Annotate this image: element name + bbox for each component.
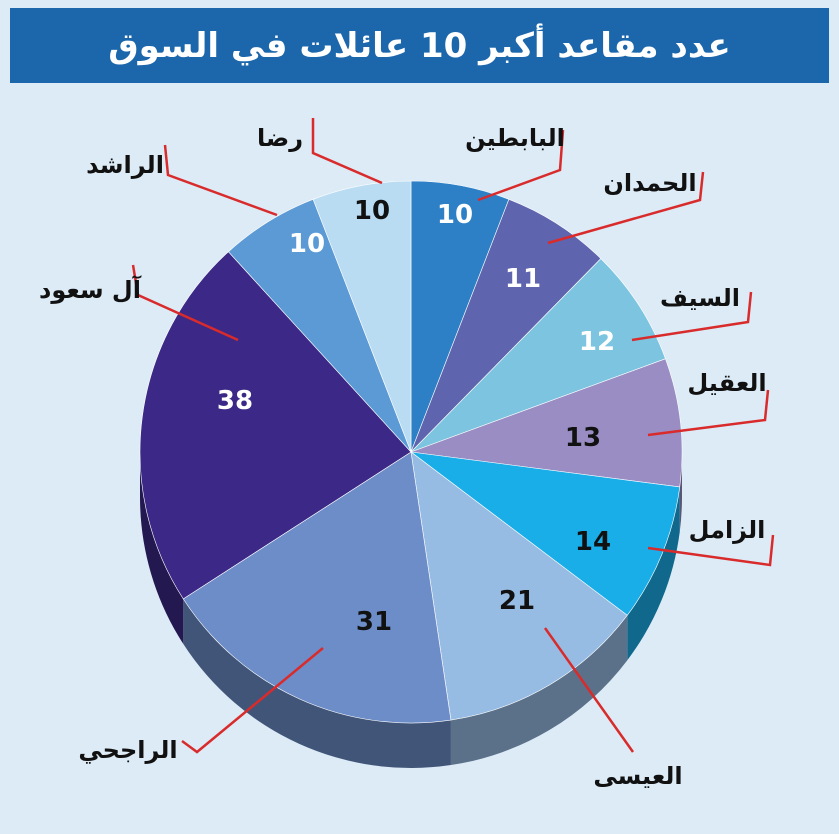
pie-category-label-3: السيف: [660, 284, 740, 312]
pie-value-label-1: 10: [437, 200, 473, 230]
pie-depth-8: [140, 452, 184, 644]
pie-category-label-7: الراجحي: [78, 736, 177, 764]
chart-title: عدد مقاعد أكبر 10 عائلات في السوق: [108, 25, 731, 66]
pie-category-label-10: رضا: [257, 124, 303, 152]
leader-line-5: [647, 534, 775, 567]
title-bar: عدد مقاعد أكبر 10 عائلات في السوق: [10, 8, 829, 83]
pie-category-label-1: البابطين: [465, 124, 565, 152]
pie-slice-2: [410, 198, 602, 453]
pie-value-label-9: 10: [289, 229, 325, 259]
pie-slices: [139, 180, 683, 724]
pie-leader-lines: [131, 118, 775, 754]
pie-slice-4: [410, 358, 683, 488]
pie-value-label-4: 13: [565, 423, 601, 453]
leader-line-10: [311, 118, 383, 185]
pie-slice-6: [410, 451, 628, 721]
pie-value-label-6: 21: [499, 586, 535, 616]
pie-category-label-2: الحمدان: [603, 169, 696, 197]
pie-value-label-10: 10: [354, 196, 390, 226]
pie-slice-7: [182, 451, 452, 724]
pie-value-label-5: 14: [575, 527, 611, 557]
pie-value-labels: 10 11 12 13 14 21 31 38 10 10: [217, 196, 615, 637]
leader-line-3: [631, 291, 753, 342]
pie-category-labels: البابطين الحمدان السيف العقيل الزامل العيسى ال…: [39, 124, 767, 790]
pie-category-label-4: العقيل: [687, 369, 766, 397]
leader-line-1: [477, 129, 565, 202]
pie-slice-3: [410, 258, 666, 453]
pie-category-label-8: آل سعود: [39, 275, 142, 304]
pie-slice-10: [312, 180, 412, 453]
leader-line-4: [647, 389, 770, 437]
pie-slice-5: [409, 451, 681, 616]
pie-depth-6: [450, 615, 628, 766]
pie-category-label-6: العيسى: [593, 762, 682, 790]
pie-value-label-2: 11: [505, 264, 541, 294]
pie-depth-7: [183, 598, 451, 768]
pie-category-label-5: الزامل: [689, 516, 766, 544]
leader-line-2: [547, 171, 705, 245]
pie-value-label-3: 12: [579, 327, 615, 357]
leader-line-7: [181, 647, 324, 754]
leader-line-8: [131, 264, 239, 342]
pie-value-label-8: 38: [217, 386, 253, 416]
pie-category-label-9: الراشد: [86, 151, 164, 179]
leader-line-6: [543, 627, 635, 753]
leader-line-9: [163, 144, 278, 217]
pie-value-label-7: 31: [356, 607, 392, 637]
pie-slice-8: [139, 251, 412, 600]
